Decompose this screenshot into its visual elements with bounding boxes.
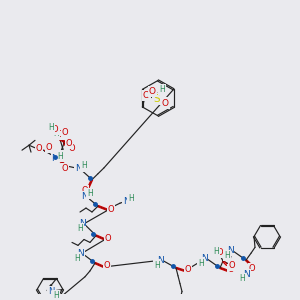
Text: O: O <box>104 262 110 271</box>
Text: H: H <box>128 194 134 203</box>
Text: O: O <box>57 130 63 139</box>
Text: O: O <box>162 99 169 108</box>
Text: O: O <box>143 91 150 100</box>
Text: H: H <box>74 254 80 262</box>
Text: N: N <box>78 249 84 258</box>
Text: O: O <box>52 125 58 134</box>
Text: O: O <box>69 144 75 153</box>
Text: H: H <box>154 260 160 269</box>
Text: O: O <box>82 186 88 195</box>
Text: O: O <box>66 139 72 148</box>
Text: N: N <box>244 270 250 279</box>
Text: O: O <box>46 143 52 152</box>
Text: H: H <box>81 161 87 170</box>
Text: O: O <box>62 164 68 173</box>
Text: H: H <box>62 127 68 136</box>
Text: H: H <box>53 291 58 300</box>
Text: S: S <box>153 94 160 104</box>
Text: N: N <box>75 164 81 173</box>
Text: N: N <box>48 287 55 296</box>
Text: O: O <box>229 260 235 269</box>
Text: O: O <box>108 205 114 214</box>
Text: O: O <box>149 87 156 96</box>
Text: O: O <box>228 266 234 274</box>
Text: H: H <box>224 251 230 260</box>
Text: H: H <box>77 224 83 233</box>
Text: H: H <box>87 189 93 198</box>
Text: H: H <box>48 123 54 132</box>
Text: H: H <box>57 152 63 160</box>
Text: H: H <box>213 247 219 256</box>
Text: N: N <box>79 219 86 228</box>
Text: N: N <box>82 192 88 201</box>
Text: N: N <box>123 197 129 206</box>
Text: O: O <box>36 144 42 153</box>
Text: O: O <box>105 234 111 243</box>
Text: O: O <box>62 128 68 137</box>
Text: H: H <box>53 129 59 138</box>
Text: H: H <box>160 85 165 94</box>
Text: O: O <box>185 266 191 274</box>
Text: H: H <box>198 259 204 268</box>
Text: O: O <box>217 248 223 257</box>
Text: O: O <box>249 264 255 273</box>
Text: H: H <box>239 274 245 283</box>
Text: N: N <box>201 254 207 262</box>
Text: N: N <box>226 246 233 255</box>
Text: N: N <box>157 256 164 265</box>
Text: N: N <box>52 154 58 163</box>
